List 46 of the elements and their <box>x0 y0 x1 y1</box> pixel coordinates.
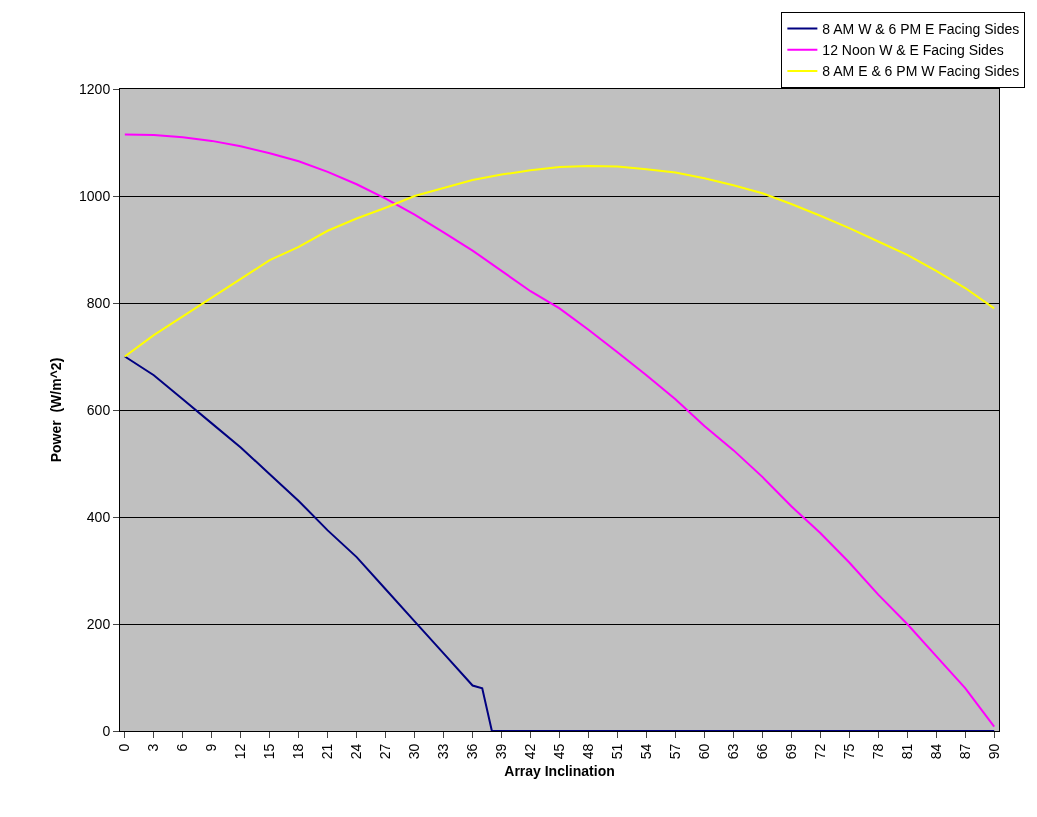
x-tick-label: 54 <box>637 743 654 760</box>
y-tick-label: 800 <box>86 294 111 311</box>
y-tick-label: 1200 <box>79 80 111 97</box>
x-tick-label: 45 <box>551 743 568 760</box>
x-tick-label: 66 <box>753 743 770 760</box>
x-tick-label: 24 <box>348 743 365 760</box>
x-tick-label: 0 <box>116 743 133 752</box>
x-tick-label: 30 <box>406 743 423 760</box>
line-series <box>123 133 996 728</box>
x-tick-label: 60 <box>695 743 712 760</box>
x-tick-label: 9 <box>203 743 220 752</box>
x-axis-title: Array Inclination <box>504 763 615 780</box>
y-tick-label: 1000 <box>79 187 111 204</box>
x-tick-label: 63 <box>724 743 741 760</box>
legend-label: 8 AM W & 6 PM E Facing Sides <box>822 21 1020 38</box>
x-tick-label: 6 <box>174 743 191 752</box>
line-series <box>123 165 996 358</box>
y-tick-label: 200 <box>86 615 111 632</box>
x-tick-label: 42 <box>522 743 539 760</box>
x-tick-label: 12 <box>232 743 249 760</box>
x-tick-label: 33 <box>435 743 452 760</box>
x-tick-label: 51 <box>609 743 626 760</box>
x-tick-label: 78 <box>869 743 886 760</box>
x-tick-label: 48 <box>580 743 597 760</box>
y-tick-label: 400 <box>86 508 111 525</box>
x-tick-label: 57 <box>666 743 683 760</box>
x-tick-label: 27 <box>377 743 394 760</box>
x-tick-label: 90 <box>985 743 1002 760</box>
legend-label: 8 AM E & 6 PM W Facing Sides <box>822 63 1020 80</box>
x-tick-label: 87 <box>956 743 973 760</box>
legend-label: 12 Noon W & E Facing Sides <box>822 42 1004 59</box>
x-tick-label: 84 <box>927 743 944 760</box>
x-tick-label: 72 <box>811 743 828 760</box>
y-tick-label: 0 <box>102 722 111 739</box>
x-tick-label: 18 <box>290 743 307 760</box>
line-series <box>123 355 996 731</box>
x-tick-label: 75 <box>840 743 857 760</box>
x-tick-label: 21 <box>319 743 336 760</box>
x-tick-label: 15 <box>261 743 278 760</box>
x-tick-label: 36 <box>464 743 481 760</box>
y-axis-title: Power (W/m^2) <box>47 357 64 463</box>
x-tick-label: 3 <box>145 743 162 752</box>
x-tick-label: 39 <box>493 743 510 760</box>
x-tick-label: 69 <box>782 743 799 760</box>
y-tick-label: 600 <box>86 401 111 418</box>
x-tick-label: 81 <box>898 743 915 760</box>
